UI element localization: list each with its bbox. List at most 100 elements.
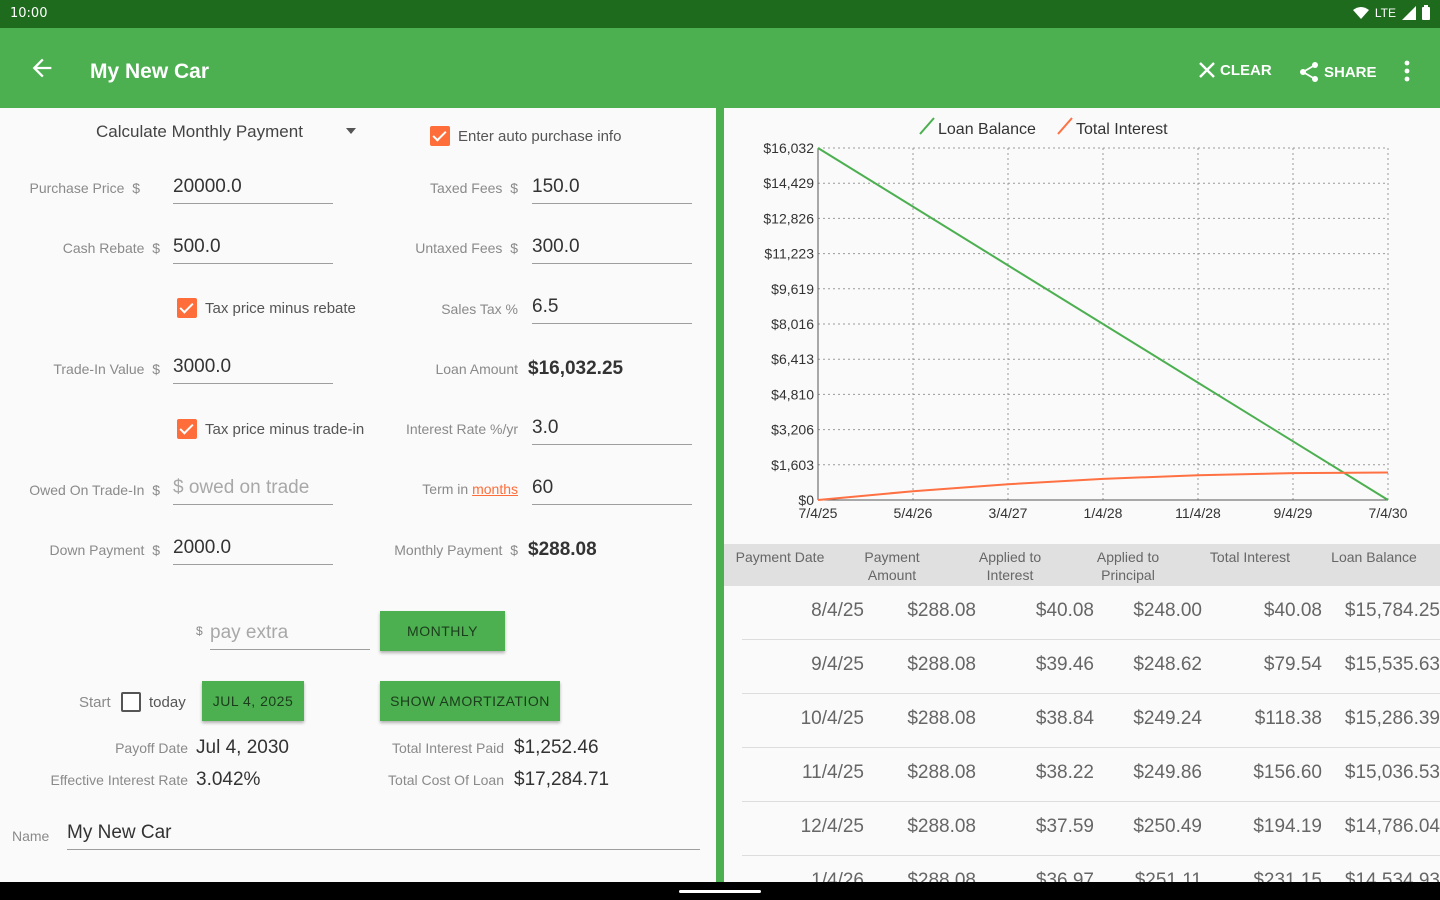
start-label: Start xyxy=(79,694,111,711)
cell-total-interest: $118.38 xyxy=(1254,708,1322,729)
cell-date: 11/4/25 xyxy=(802,762,864,783)
results-pane: $16,032 $14,429 $12,826 $11,223 $9,619 $8,016… xyxy=(724,108,1440,882)
cell-payment: $288.08 xyxy=(907,600,976,621)
today-label: today xyxy=(149,694,186,711)
down-payment-label: Down Payment $ xyxy=(49,542,160,558)
cell-date: 12/4/25 xyxy=(800,816,864,837)
cell-date: 1/4/26 xyxy=(811,870,864,882)
term-input[interactable]: 60 xyxy=(532,475,692,505)
loan-amount-value: $16,032.25 xyxy=(528,358,624,379)
interest-rate-input[interactable]: 3.0 xyxy=(532,415,692,445)
x-tick-label: 1/4/28 xyxy=(1084,505,1123,521)
share-icon xyxy=(1300,62,1318,82)
y-tick-label: $16,032 xyxy=(763,140,814,156)
untaxed-fees-input[interactable]: 300.0 xyxy=(532,234,692,264)
today-checkbox[interactable] xyxy=(121,692,141,712)
trade-in-value-label: Trade-In Value $ xyxy=(53,361,160,377)
name-label: Name xyxy=(12,828,50,844)
cell-total-interest: $156.60 xyxy=(1253,762,1322,783)
y-tick-label: $14,429 xyxy=(763,175,814,191)
payoff-date-value: Jul 4, 2030 xyxy=(196,737,289,758)
name-input[interactable]: My New Car xyxy=(67,820,700,850)
trade-in-value-input[interactable]: 3000.0 xyxy=(173,354,333,384)
down-payment-input[interactable]: 2000.0 xyxy=(173,535,333,565)
cell-principal: $248.62 xyxy=(1133,654,1202,675)
x-tick-label: 7/4/25 xyxy=(799,505,838,521)
effective-rate-label: Effective Interest Rate xyxy=(50,772,188,788)
monthly-payment-value: $288.08 xyxy=(528,539,597,560)
cell-interest: $40.08 xyxy=(1035,600,1094,621)
purchase-price-input[interactable]: 20000.0 xyxy=(173,174,333,204)
table-row: 8/4/25 $288.08 $40.08 $248.00 $40.08 $15… xyxy=(742,586,1440,640)
home-indicator[interactable] xyxy=(679,890,761,893)
cell-principal: $250.49 xyxy=(1133,816,1202,837)
header-applied-interest: Applied to Interest xyxy=(978,549,1042,583)
cell-total-interest: $79.54 xyxy=(1263,654,1322,675)
y-tick-label: $0 xyxy=(798,492,814,508)
loan-chart: $16,032 $14,429 $12,826 $11,223 $9,619 $8,016… xyxy=(763,117,1408,521)
taxed-fees-input[interactable]: 150.0 xyxy=(532,174,692,204)
cell-payment: $288.08 xyxy=(907,654,976,675)
amortization-header: Payment Date Payment Amount Applied to I… xyxy=(724,544,1440,586)
y-tick-label: $1,603 xyxy=(771,457,814,473)
cell-date: 10/4/25 xyxy=(800,708,864,729)
table-row: 10/4/25 $288.08 $38.84 $249.24 $118.38 $… xyxy=(742,694,1440,748)
cell-interest: $36.97 xyxy=(1035,870,1094,882)
cell-balance: $15,036.53 xyxy=(1344,762,1440,783)
back-arrow-icon[interactable] xyxy=(28,54,56,82)
header-applied-principal: Applied to Principal xyxy=(1096,549,1160,583)
y-tick-label: $9,619 xyxy=(771,281,814,297)
tax-minus-rebate-label: Tax price minus rebate xyxy=(205,300,356,317)
cell-payment: $288.08 xyxy=(907,708,976,729)
pay-extra-input[interactable]: pay extra xyxy=(210,620,370,650)
cell-interest: $39.46 xyxy=(1035,654,1094,675)
show-amortization-button[interactable]: SHOW AMORTIZATION xyxy=(380,681,560,721)
cell-interest: $37.59 xyxy=(1035,816,1094,837)
pane-divider[interactable] xyxy=(716,108,724,882)
effective-rate-value: 3.042% xyxy=(196,769,261,790)
x-tick-label: 5/4/26 xyxy=(894,505,933,521)
owed-on-tradein-label: Owed On Trade-In $ xyxy=(29,482,160,498)
battery-icon xyxy=(1422,5,1430,20)
total-cost-label: Total Cost Of Loan xyxy=(388,772,504,788)
enter-auto-info-label: Enter auto purchase info xyxy=(458,128,622,145)
share-button[interactable]: SHARE xyxy=(1298,61,1377,83)
series-line-loan-balance xyxy=(817,147,1389,501)
purchase-price-label: Purchase Price $ xyxy=(29,180,140,196)
monthly-button[interactable]: MONTHLY xyxy=(380,611,505,651)
status-time: 10:00 xyxy=(10,6,48,21)
cell-interest: $38.84 xyxy=(1035,708,1094,729)
series-line-total-interest xyxy=(817,471,1389,501)
cell-total-interest: $231.15 xyxy=(1253,870,1322,882)
sales-tax-input[interactable]: 6.5 xyxy=(532,294,692,324)
cash-rebate-input[interactable]: 500.0 xyxy=(173,234,333,264)
start-date-button[interactable]: JUL 4, 2025 xyxy=(202,681,304,721)
cell-balance: $15,286.39 xyxy=(1344,708,1440,729)
status-bar: 10:00 LTE xyxy=(0,0,1440,28)
cell-principal: $248.00 xyxy=(1133,600,1202,621)
x-tick-label: 7/4/30 xyxy=(1369,505,1408,521)
cell-balance: $14,786.04 xyxy=(1344,816,1440,837)
chevron-down-icon[interactable] xyxy=(346,128,356,134)
cell-date: 9/4/25 xyxy=(811,654,864,675)
owed-on-tradein-input[interactable]: $ owed on trade xyxy=(173,475,333,505)
calculator-form: Calculate Monthly Payment Enter auto pur… xyxy=(0,108,716,882)
tax-minus-tradein-checkbox[interactable] xyxy=(177,419,197,439)
clear-button[interactable]: CLEAR xyxy=(1198,61,1272,79)
header-loan-balance: Loan Balance xyxy=(1331,549,1417,565)
enter-auto-info-checkbox[interactable] xyxy=(430,126,450,146)
cell-date: 8/4/25 xyxy=(811,600,864,621)
y-tick-label: $3,206 xyxy=(771,422,814,438)
tax-minus-rebate-checkbox[interactable] xyxy=(177,298,197,318)
header-total-interest: Total Interest xyxy=(1209,549,1291,565)
more-vert-icon[interactable] xyxy=(1397,58,1417,84)
wifi-icon xyxy=(1352,6,1369,19)
term-months-link[interactable]: months xyxy=(472,481,518,497)
cell-payment: $288.08 xyxy=(907,870,976,882)
cash-rebate-label: Cash Rebate $ xyxy=(62,240,160,256)
cell-principal: $251.11 xyxy=(1134,870,1202,882)
mode-select[interactable]: Calculate Monthly Payment xyxy=(96,122,303,141)
pay-extra-currency: $ xyxy=(196,624,203,638)
x-tick-label: 9/4/29 xyxy=(1274,505,1313,521)
